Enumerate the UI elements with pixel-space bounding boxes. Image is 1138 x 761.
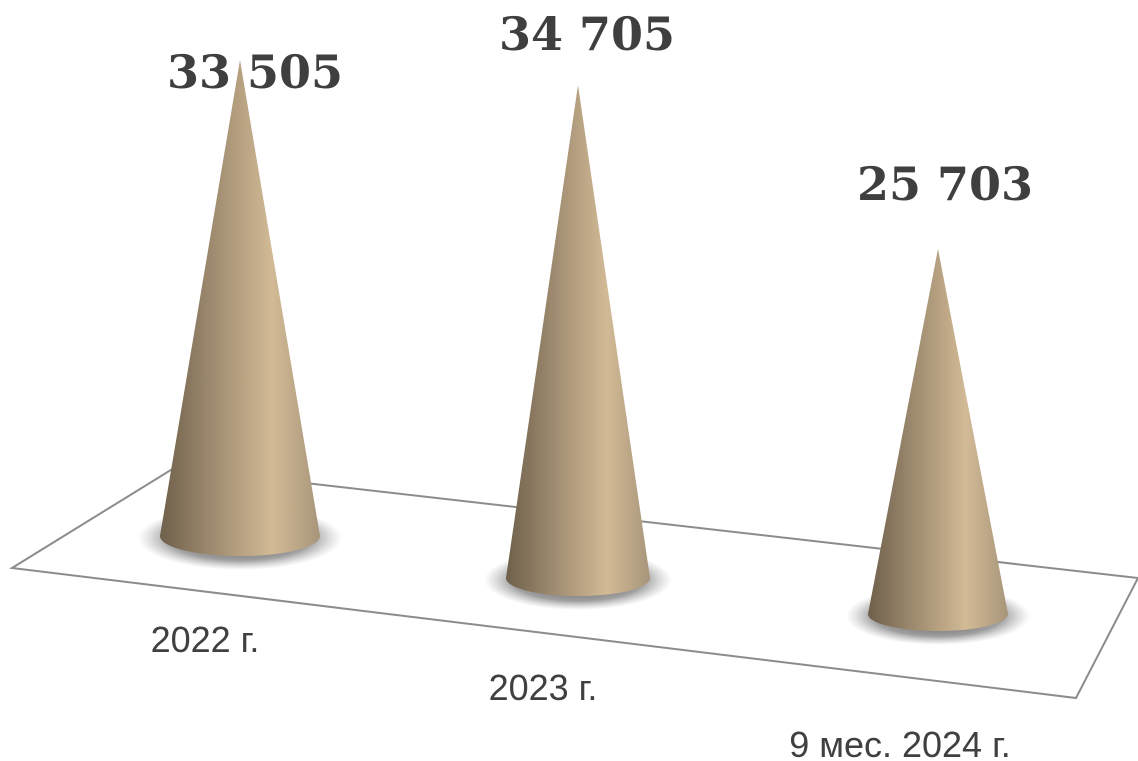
category-label: 2023 г.	[489, 667, 598, 708]
value-label: 34 705	[499, 7, 675, 61]
category-label: 2022 г.	[151, 619, 260, 660]
cones-layer	[138, 60, 1030, 645]
category-label: 9 мес. 2024 г.	[789, 724, 1011, 761]
cone-bar	[506, 85, 650, 596]
cone-bar	[160, 60, 320, 556]
value-label: 25 703	[857, 157, 1033, 211]
labels-layer: 33 505 2022 г. 34 705 2023 г. 25 703 9 мес. 2…	[151, 7, 1033, 761]
cone-bar	[868, 248, 1008, 631]
value-label: 33 505	[167, 45, 343, 99]
floor-plane	[9, 466, 1138, 700]
